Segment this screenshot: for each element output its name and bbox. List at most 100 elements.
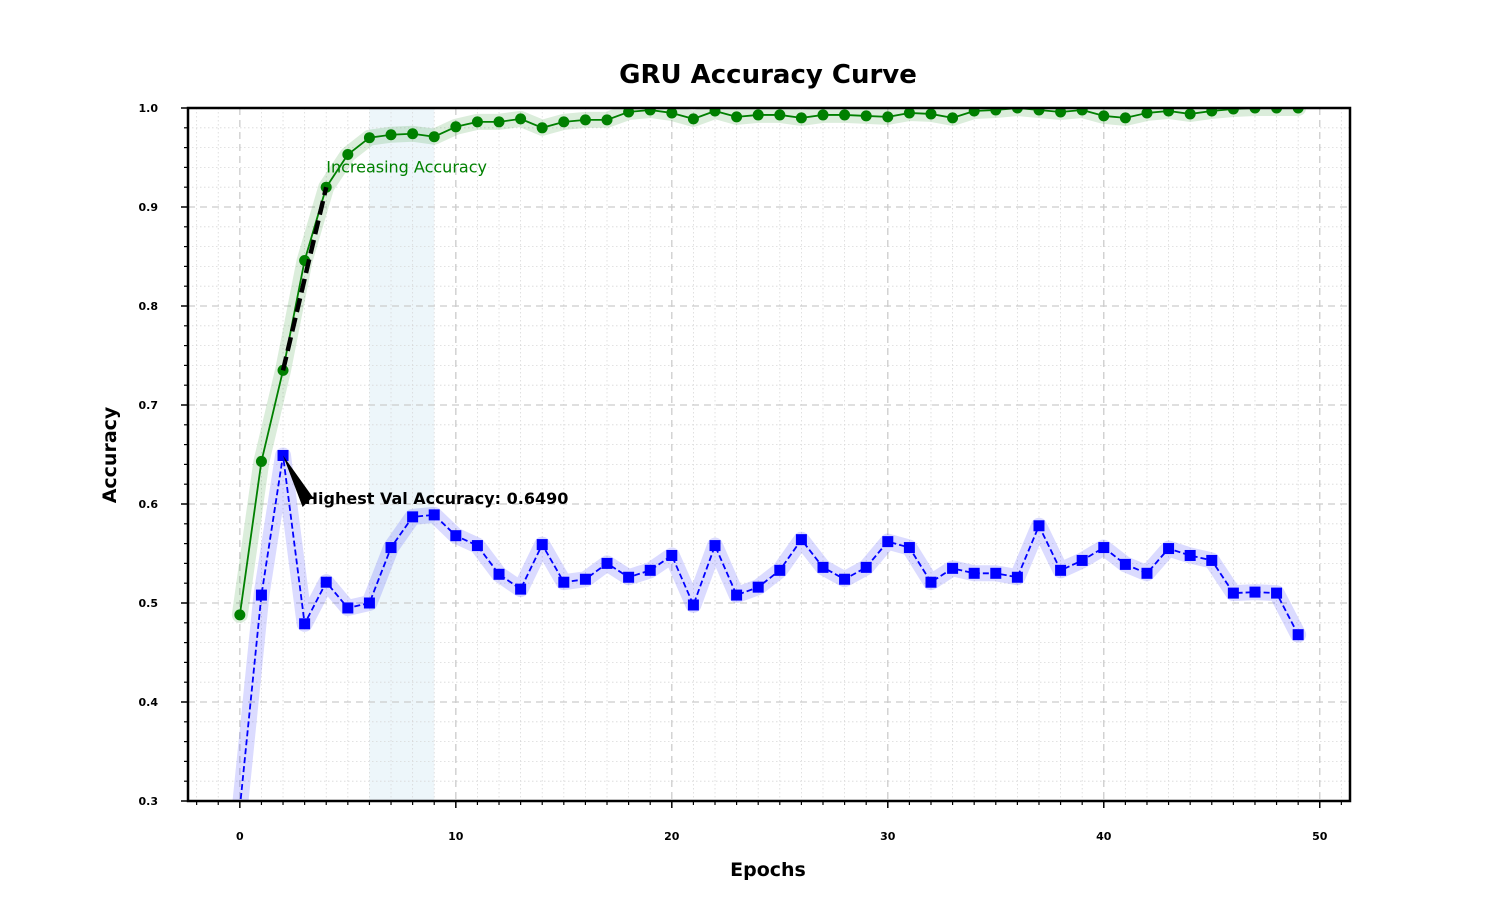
train-point [817,109,829,121]
train-point [515,113,527,125]
x-tick-label: 0 [236,830,244,843]
val-point [515,583,527,595]
train-point [1271,108,1283,114]
val-point [1227,587,1239,599]
val-point [601,557,613,569]
train-point [752,109,764,121]
val-point [385,542,397,554]
train-point [1098,110,1110,122]
train-point [687,113,699,125]
train-point [428,131,440,143]
train-point [666,108,678,119]
train-point [558,116,570,128]
highlight-band [369,108,435,801]
val-point [925,576,937,588]
val-point [666,549,678,561]
train-point [601,114,613,126]
train-point [795,112,807,124]
train-point [882,111,894,123]
val-point [1011,571,1023,583]
val-point [623,571,635,583]
train-point [709,108,721,117]
val-point [817,561,829,573]
axis-ticks: 0 10 20 30 40 50 0.3 0.4 0.5 0.6 0.7 0.8 0.9 1.0 [139,102,1342,843]
train-point [450,121,462,133]
val-point [299,618,311,630]
train-point [363,132,375,144]
val-point [990,567,1002,579]
y-tick-label: 0.8 [139,300,159,313]
val-point [968,567,980,579]
train-point [623,108,635,118]
val-point [450,530,462,542]
val-point [1271,587,1283,599]
plot-border [186,106,1352,803]
x-tick-label: 40 [1096,830,1112,843]
val-point [687,599,699,611]
best-val-arrow [283,455,313,507]
val-point [1141,567,1153,579]
train-point [839,109,851,121]
y-tick-label: 0.7 [139,399,159,412]
x-tick-label: 50 [1312,830,1328,843]
train-point [234,609,246,621]
x-axis-label: Epochs [730,859,806,881]
val-point [1055,564,1067,576]
train-point [536,122,548,134]
y-tick-label: 0.3 [139,795,159,808]
y-axis-label: Accuracy [99,406,121,503]
val-point [1206,554,1218,566]
train-point [860,110,872,122]
train-point [385,129,397,141]
val-point [903,542,915,554]
train-point [990,108,1002,116]
trend-overlay [280,186,329,371]
val-point [579,573,591,585]
train-point [1184,108,1196,120]
val-point [1119,558,1131,570]
val-point [774,564,786,576]
val-point [795,534,807,546]
train-point [1033,108,1045,116]
x-tick-label: 30 [880,830,896,843]
trend-line [280,186,329,371]
y-tick-label: 1.0 [139,102,159,115]
train-point [1076,108,1088,116]
train-point [1206,108,1218,117]
y-tick-label: 0.5 [139,597,159,610]
val-point [839,573,851,585]
train-point [731,111,743,123]
val-point [342,602,354,614]
grid [188,107,1350,802]
series-markers [234,108,1304,641]
train-point [1055,108,1067,118]
y-tick-label: 0.4 [139,696,159,709]
train-point [1163,108,1175,117]
val-point [731,589,743,601]
val-point [255,589,267,601]
val-point [1292,629,1304,641]
val-point [428,509,440,521]
annotations: Highest Val Accuracy: 0.6490 Increasing A… [283,157,568,508]
val-point [947,562,959,574]
x-tick-label: 20 [664,830,680,843]
trend-annotation: Increasing Accuracy [326,157,487,176]
train-point [1141,108,1153,119]
train-point [644,108,656,116]
highlight-region [369,108,435,801]
val-point [882,536,894,548]
train-point [947,112,959,124]
train-point [471,116,483,128]
val-point [860,561,872,573]
train-point [1292,108,1304,114]
val-point [1249,586,1261,598]
train-point [903,108,915,119]
train-point [579,114,591,126]
val-point [1033,520,1045,532]
train-point [255,455,267,467]
val-point [1184,549,1196,561]
train-point [1011,108,1023,114]
y-tick-label: 0.6 [139,498,159,511]
